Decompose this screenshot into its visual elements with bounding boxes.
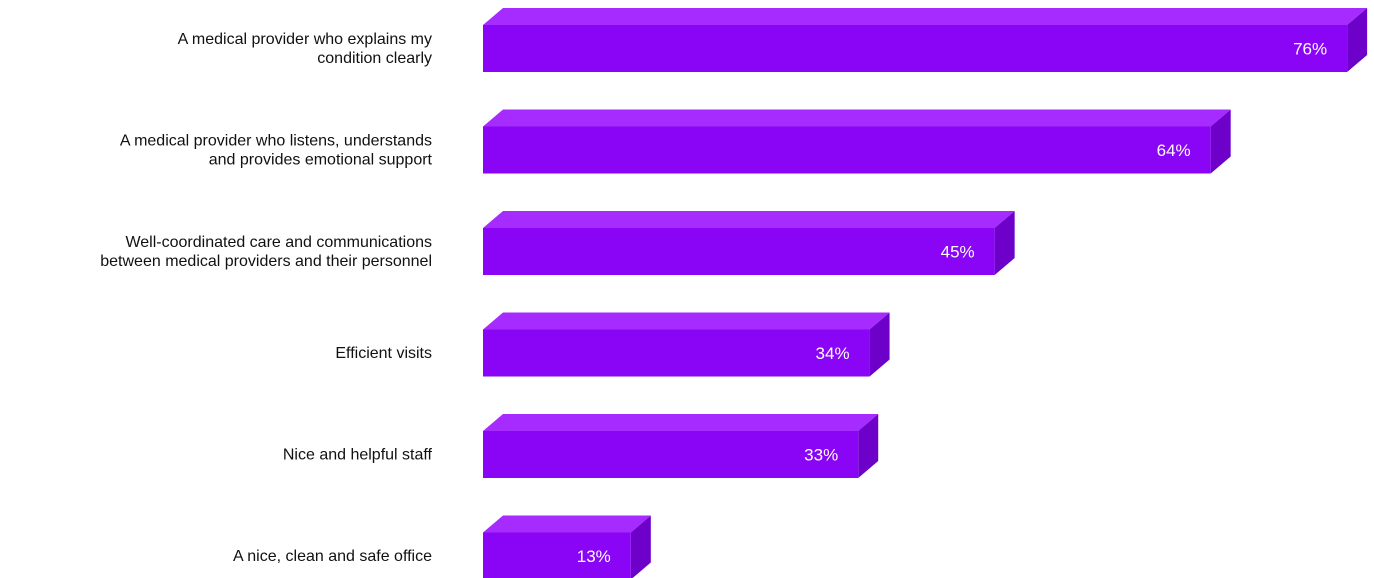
category-label-line: A nice, clean and safe office xyxy=(233,548,432,565)
category-label-line: condition clearly xyxy=(317,50,432,67)
bar-side xyxy=(869,312,890,377)
bar xyxy=(483,431,859,478)
category-label-line: Nice and helpful staff xyxy=(283,447,433,464)
value-label: 33% xyxy=(804,446,838,465)
category-label-line: Well-coordinated care and communications xyxy=(125,234,432,251)
category-label-line: between medical providers and their pers… xyxy=(100,253,432,270)
category-label: Nice and helpful staff xyxy=(283,447,433,464)
bar-side xyxy=(994,211,1015,275)
value-label: 45% xyxy=(941,243,975,262)
bar-top xyxy=(483,211,1015,228)
bar xyxy=(483,25,1348,72)
bar xyxy=(483,532,631,578)
category-label-line: and provides emotional support xyxy=(209,152,433,169)
bar xyxy=(483,228,995,275)
bar-top xyxy=(483,8,1368,25)
value-label: 34% xyxy=(816,344,850,363)
bar-side xyxy=(1347,8,1368,72)
bar-top xyxy=(483,109,1231,127)
bar-side xyxy=(1210,109,1231,174)
category-label-line: A medical provider who explains my xyxy=(178,31,432,48)
category-label: A nice, clean and safe office xyxy=(233,548,432,565)
category-label: A medical provider who listens, understa… xyxy=(120,133,433,169)
bar-top xyxy=(483,515,651,533)
category-label: Efficient visits xyxy=(335,345,432,362)
bar-side xyxy=(630,515,651,578)
value-label: 64% xyxy=(1157,141,1191,160)
category-label: A medical provider who explains my condit… xyxy=(178,31,432,67)
category-label-line: A medical provider who listens, understa… xyxy=(120,133,432,150)
category-label-line: Efficient visits xyxy=(335,345,432,362)
bar-top xyxy=(483,312,890,330)
bar xyxy=(483,329,870,377)
category-label: Well-coordinated care and communications… xyxy=(100,234,432,270)
bar-top xyxy=(483,414,879,431)
value-label: 13% xyxy=(577,547,611,566)
bar xyxy=(483,126,1211,174)
bar-side xyxy=(858,414,879,478)
value-label: 76% xyxy=(1293,40,1327,59)
